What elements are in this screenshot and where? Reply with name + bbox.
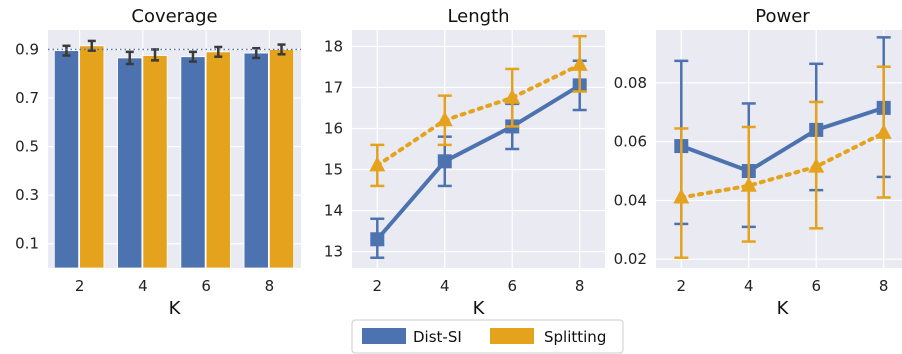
point-splitting — [504, 88, 521, 104]
series-line-splitting — [375, 62, 582, 168]
legend: Dist-SI Splitting — [351, 319, 624, 354]
y-tick-label: 16 — [324, 119, 343, 137]
y-tick-label: 13 — [324, 243, 343, 261]
point-dist-si — [370, 232, 385, 247]
y-tick-label: 0.04 — [614, 191, 647, 209]
x-tick-label: 4 — [744, 277, 754, 295]
x-tick-label: 8 — [575, 277, 585, 295]
y-tick-label: 0.1 — [15, 235, 39, 253]
x-tick-label: 6 — [811, 277, 821, 295]
y-tick-label: 14 — [324, 202, 343, 220]
x-tick-label: 8 — [265, 277, 275, 295]
point-splitting — [740, 176, 757, 192]
bar-splitting — [79, 45, 105, 269]
y-tick-label: 0.08 — [614, 74, 647, 92]
point-dist-si — [437, 154, 452, 169]
x-axis-label: K — [473, 298, 486, 319]
x-tick-label: 2 — [677, 277, 687, 295]
series-line-dist-si — [680, 105, 885, 174]
y-tick-label: 18 — [324, 37, 343, 55]
bar-splitting — [268, 49, 295, 269]
x-tick-label: 4 — [138, 277, 148, 295]
y-tick-label: 0.02 — [614, 250, 647, 268]
panel-background — [656, 30, 902, 268]
x-tick-label: 6 — [201, 277, 211, 295]
panel-title: Power — [755, 6, 810, 27]
y-tick-label: 0.7 — [15, 89, 39, 107]
point-splitting — [673, 188, 690, 204]
x-tick-label: 6 — [507, 277, 517, 295]
x-tick-label: 4 — [440, 277, 450, 295]
point-splitting — [436, 111, 453, 127]
legend-frame — [351, 319, 624, 354]
y-tick-label: 0.5 — [15, 138, 39, 156]
point-splitting — [808, 157, 825, 173]
x-axis-label: K — [777, 298, 790, 319]
legend-label-dist-si: Dist-SI — [413, 328, 462, 346]
y-tick-label: 0.3 — [15, 186, 39, 204]
bar-dist-si — [53, 50, 80, 269]
series-line-dist-si — [375, 83, 581, 241]
bar-dist-si — [243, 52, 269, 269]
panel-title: Coverage — [131, 6, 217, 27]
y-tick-label: 15 — [324, 161, 343, 179]
panel-background — [352, 30, 605, 268]
x-axis-label: K — [169, 298, 182, 319]
bar-splitting — [205, 51, 231, 269]
y-tick-label: 0.9 — [15, 40, 39, 58]
point-splitting — [369, 156, 386, 172]
series-line-splitting — [679, 130, 886, 200]
bar-dist-si — [117, 57, 143, 269]
bar-dist-si — [180, 56, 206, 269]
legend-swatch-dist-si — [362, 328, 406, 344]
x-tick-label: 2 — [75, 277, 85, 295]
panel-power: 0.02 0.04 0.06 0.08 2 4 6 8 Power K — [614, 6, 902, 319]
x-tick-label: 8 — [879, 277, 889, 295]
point-splitting — [571, 55, 588, 71]
panel-title: Length — [447, 6, 509, 27]
legend-label-splitting: Splitting — [544, 328, 606, 346]
y-tick-label: 0.06 — [614, 133, 647, 151]
y-tick-label: 17 — [324, 78, 343, 96]
panel-length: 13 14 15 16 17 18 2 4 6 8 Length K — [324, 6, 605, 319]
panel-coverage: 0.1 0.3 0.5 0.7 0.9 2 4 6 8 Coverage K — [15, 6, 301, 319]
legend-swatch-splitting — [490, 328, 534, 344]
bar-splitting — [142, 55, 168, 269]
point-splitting — [875, 123, 892, 139]
x-tick-label: 2 — [373, 277, 383, 295]
